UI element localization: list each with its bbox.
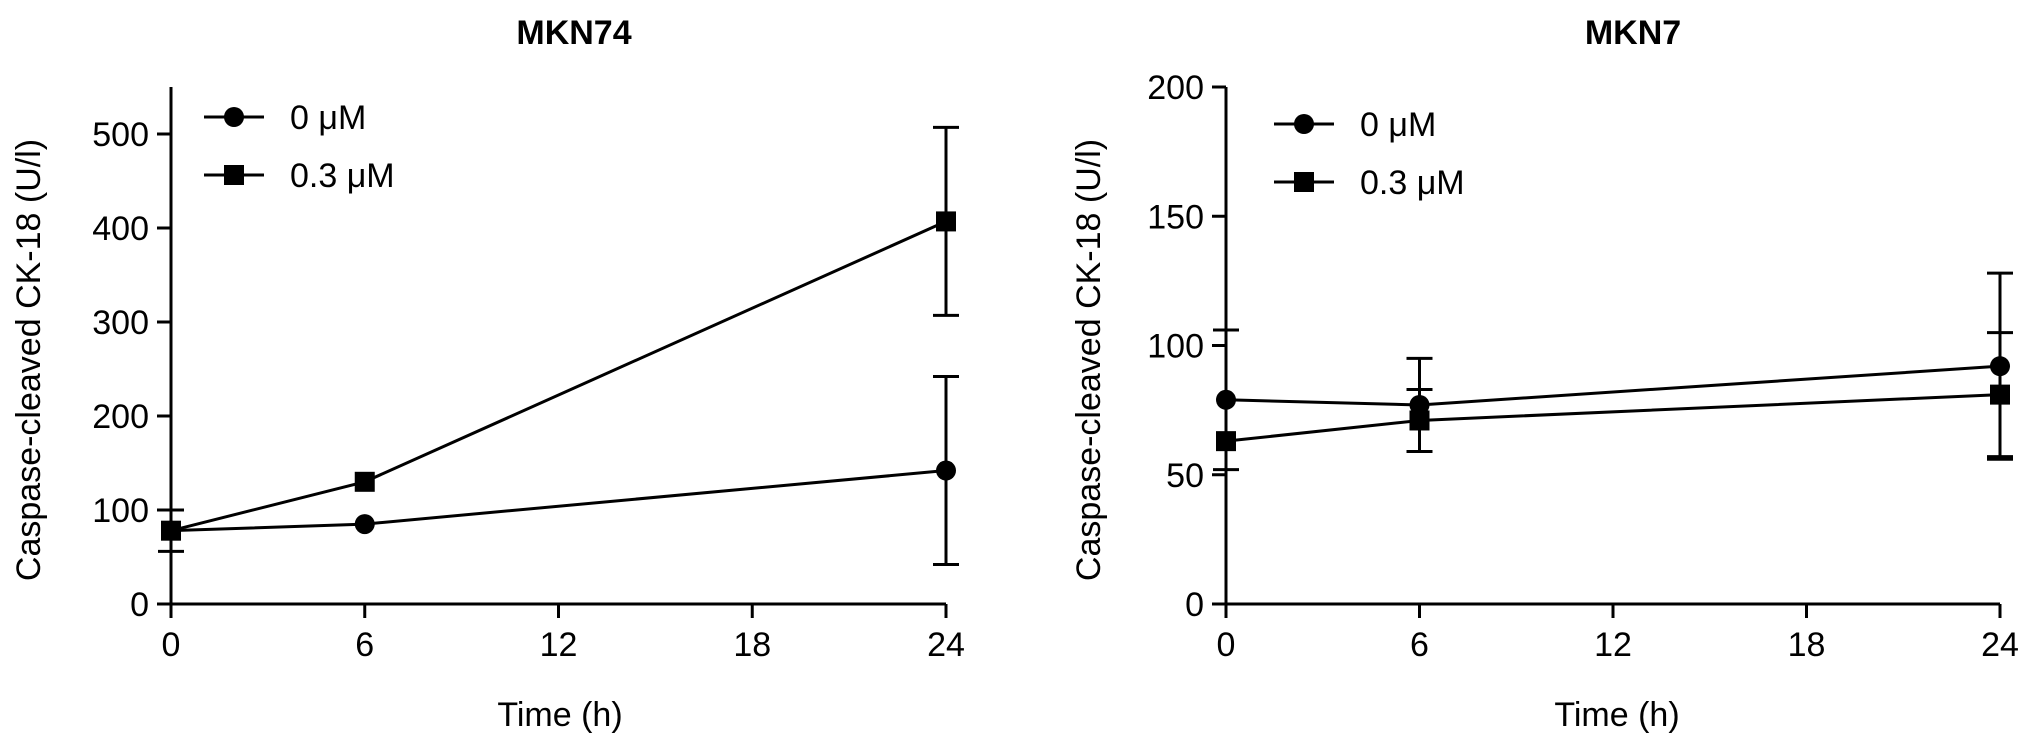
chart-panel-mkn74: MKN74 Caspase-cleaved CK-18 (U/l) Time (…	[10, 14, 965, 734]
x-tick-label: 0	[1217, 626, 1236, 664]
x-tick-label: 12	[1594, 626, 1632, 664]
y-tick-label: 100	[92, 492, 149, 530]
y-tick-label: 500	[92, 116, 149, 154]
data-point	[354, 514, 375, 535]
data-point	[1216, 389, 1236, 410]
legend-label: 0.3 μM	[1360, 164, 1465, 202]
y-tick-label: 0	[130, 586, 149, 624]
x-tick-label: 6	[1410, 626, 1429, 664]
chart-title: MKN74	[516, 14, 631, 52]
y-tick-label: 100	[1147, 328, 1204, 366]
legend-label: 0.3 μM	[290, 157, 395, 195]
series-line	[170, 220, 947, 533]
legend-marker	[224, 165, 244, 185]
y-tick-label: 200	[1147, 69, 1204, 107]
y-tick-label: 50	[1166, 457, 1204, 495]
y-tick-label: 150	[1147, 198, 1204, 236]
axes: 0 50 100 150 200 0 6 12 18 24	[1147, 69, 2019, 664]
data-point	[1216, 431, 1236, 452]
x-tick-label: 0	[162, 626, 181, 664]
legend-label: 0 μM	[1360, 106, 1436, 144]
x-axis-label: Time (h)	[1554, 696, 1679, 734]
x-tick-label: 18	[733, 626, 771, 664]
legend-label: 0 μM	[290, 99, 366, 137]
series-group	[1213, 271, 2013, 472]
legend: 0 μM 0.3 μM	[204, 99, 395, 195]
legend-marker	[1294, 114, 1314, 134]
data-point	[936, 460, 956, 481]
y-tick-label: 400	[92, 210, 149, 248]
x-tick-label: 6	[355, 626, 374, 664]
x-axis-label: Time (h)	[497, 696, 622, 734]
data-point	[354, 471, 375, 492]
x-tick-label: 12	[540, 626, 578, 664]
x-tick-label: 18	[1788, 626, 1826, 664]
data-point	[161, 520, 181, 541]
legend-marker	[1294, 172, 1314, 192]
y-axis-label: Caspase-cleaved CK-18 (U/l)	[1070, 139, 1108, 581]
data-point	[936, 211, 956, 232]
x-tick-label: 24	[927, 626, 965, 664]
data-point	[1409, 410, 1430, 431]
y-axis-label: Caspase-cleaved CK-18 (U/l)	[10, 139, 48, 581]
y-tick-label: 200	[92, 398, 149, 436]
axes: 0 100 200 300 400 500 0 6 12 18 24	[92, 87, 965, 664]
y-tick-label: 0	[1185, 586, 1204, 624]
chart-title: MKN7	[1585, 14, 1681, 52]
x-tick-label: 24	[1981, 626, 2019, 664]
data-point	[1990, 384, 2010, 405]
series-group	[158, 125, 959, 567]
y-tick-label: 300	[92, 304, 149, 342]
legend: 0 μM 0.3 μM	[1274, 106, 1465, 202]
chart-panel-mkn7: MKN7 Caspase-cleaved CK-18 (U/l) Time (h…	[1070, 14, 2019, 734]
legend-marker	[224, 107, 244, 127]
